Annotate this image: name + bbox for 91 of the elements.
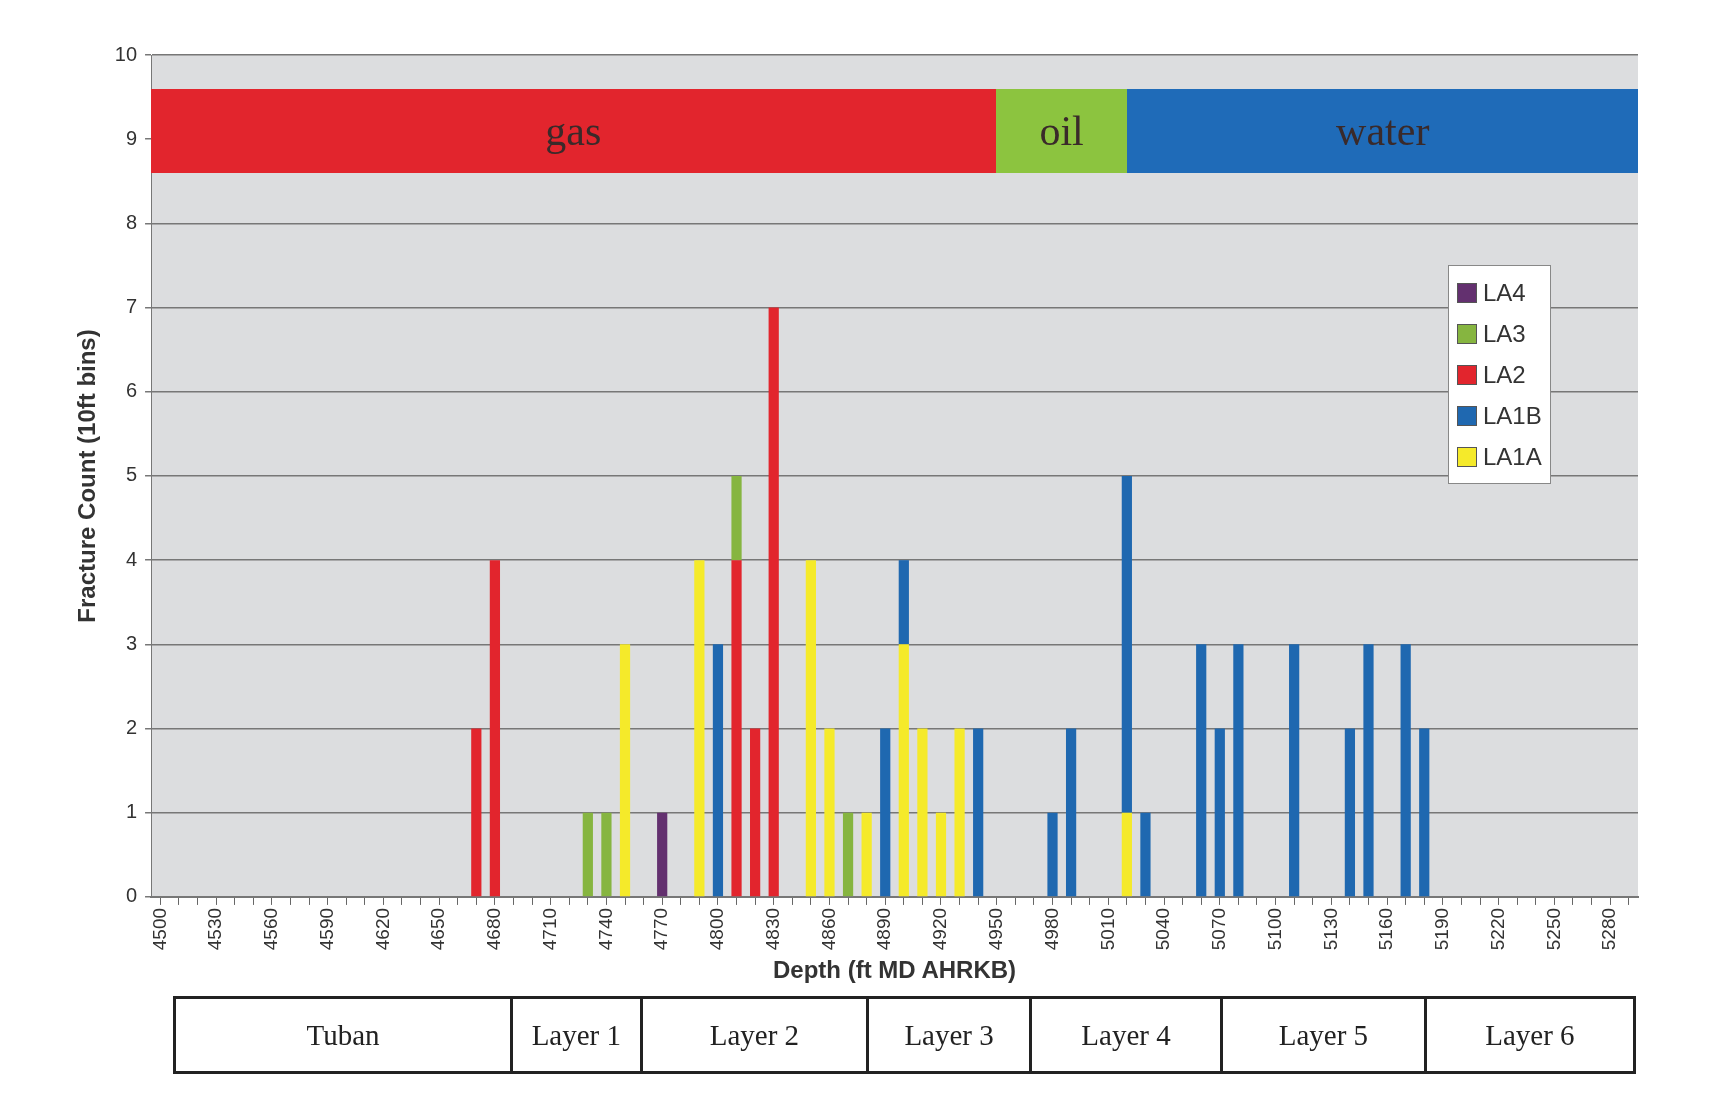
x-tick-label: 4980	[1040, 907, 1062, 951]
y-tick-label: 2	[125, 716, 138, 739]
bar	[898, 560, 909, 645]
text: Layer 4	[1032, 999, 1223, 1071]
x-tick-label: 5010	[1096, 907, 1118, 951]
x-tick-label: 4530	[204, 907, 226, 951]
bar	[657, 812, 668, 897]
text: Layer 2	[642, 999, 870, 1071]
bar	[1047, 812, 1058, 897]
text: Layer 5	[1223, 999, 1427, 1071]
annotation: water	[1127, 88, 1638, 173]
bar	[768, 307, 779, 897]
bar	[601, 812, 612, 897]
x-tick-label: 5250	[1542, 907, 1564, 951]
annotation: gas	[151, 88, 996, 173]
x-tick-label: 5100	[1263, 907, 1285, 951]
bar	[805, 560, 816, 897]
bar	[898, 644, 909, 897]
bar	[861, 812, 872, 897]
bar	[935, 812, 947, 897]
y-tick-label: 9	[125, 126, 138, 149]
bar	[619, 644, 631, 897]
x-tick-label: 5190	[1431, 907, 1453, 951]
text: Tuban	[176, 999, 513, 1071]
x-tick-label: 5070	[1208, 907, 1230, 951]
legend-label: LA1A	[1483, 442, 1542, 471]
x-tick-label: 4500	[148, 907, 170, 951]
bar	[582, 812, 593, 897]
bar	[1344, 728, 1356, 897]
bar	[1289, 644, 1300, 897]
bar	[750, 728, 761, 897]
bar	[731, 560, 742, 897]
x-tick-label: 5130	[1319, 907, 1341, 951]
bar	[712, 644, 724, 897]
bar	[731, 475, 742, 561]
x-tick-label: 4680	[483, 907, 505, 951]
x-tick-label: 4800	[706, 907, 728, 951]
annotation: oil	[995, 88, 1128, 173]
bar	[880, 728, 891, 897]
text: Layer 3	[869, 999, 1033, 1071]
y-tick-label: 8	[125, 210, 138, 233]
bar	[1121, 812, 1132, 897]
legend-label: LA2	[1483, 360, 1526, 389]
x-tick-label: 4890	[873, 907, 895, 951]
y-tick-label: 1	[125, 800, 138, 823]
x-tick-label: 5280	[1598, 907, 1620, 951]
bar	[842, 812, 854, 897]
y-tick-label: 6	[125, 379, 138, 402]
y-tick-label: 0	[125, 884, 138, 907]
y-tick-label: 10	[114, 42, 138, 65]
bar	[1196, 644, 1207, 897]
bar	[824, 728, 835, 897]
bar	[917, 728, 928, 897]
text: Layer 6	[1484, 1017, 1576, 1053]
bar	[471, 728, 482, 897]
x-tick-label: 4860	[817, 907, 839, 951]
bar	[954, 728, 965, 897]
bar	[1140, 812, 1151, 897]
bar	[694, 560, 705, 897]
bar	[1214, 728, 1225, 897]
x-tick-label: 4620	[371, 907, 393, 951]
x-tick-label: 4590	[315, 907, 337, 951]
bar	[1233, 644, 1244, 897]
x-tick-label: 4920	[929, 907, 951, 951]
text: Layer 1	[512, 999, 643, 1071]
bar	[1121, 475, 1132, 813]
bar	[1400, 644, 1411, 897]
y-tick-label: 4	[125, 547, 138, 570]
bar	[489, 560, 501, 897]
y-tick-label: 5	[125, 463, 138, 486]
legend-label: LA4	[1483, 278, 1526, 307]
x-tick-label: 4950	[984, 907, 1006, 951]
x-tick-label: 4650	[427, 907, 449, 951]
x-tick-label: 4740	[594, 907, 616, 951]
bar	[973, 728, 984, 897]
bar	[1065, 728, 1077, 897]
y-axis-title: Fracture Count (10ft bins)	[73, 329, 101, 623]
x-tick-label: 4560	[260, 907, 282, 951]
bar	[1363, 644, 1374, 897]
x-axis-title: Depth (ft MD AHRKB)	[772, 956, 1017, 984]
x-tick-label: 4770	[650, 907, 672, 951]
x-tick-label: 4830	[761, 907, 783, 951]
bar	[1419, 728, 1430, 897]
x-tick-label: 5040	[1152, 907, 1174, 951]
y-tick-label: 3	[125, 631, 138, 654]
y-tick-label: 7	[125, 295, 138, 318]
legend-label: LA1B	[1483, 401, 1542, 430]
legend-label: LA3	[1483, 319, 1526, 348]
x-tick-label: 5160	[1375, 907, 1397, 951]
x-tick-label: 4710	[538, 907, 560, 951]
x-tick-label: 5220	[1486, 907, 1508, 951]
